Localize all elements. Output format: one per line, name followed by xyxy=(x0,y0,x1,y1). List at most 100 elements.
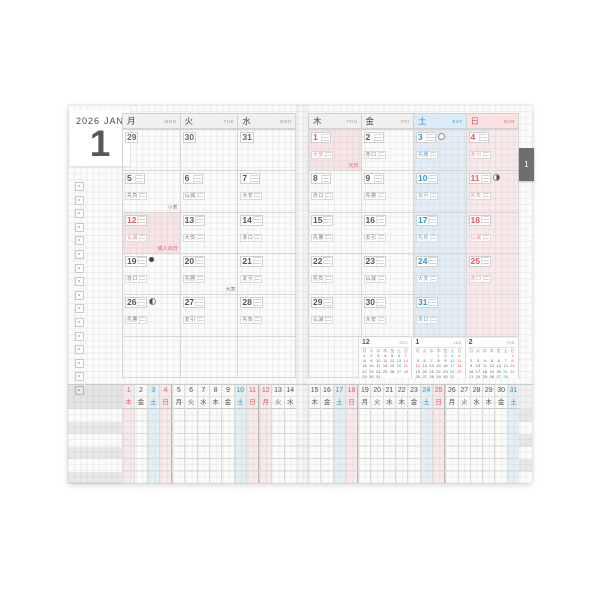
date-strip-column: 26 月 xyxy=(445,385,458,484)
rokuyo-box: 大安 xyxy=(182,233,205,242)
date-cell-topline: 13 xyxy=(182,214,238,226)
mini-date-number: 23 xyxy=(468,373,474,378)
strip-date-number: 1 xyxy=(123,385,135,397)
tracker-column-cells xyxy=(384,409,395,484)
mini-date-number: 14 xyxy=(403,358,409,364)
mini-date-number: 3 xyxy=(476,358,480,364)
date-number: 19 xyxy=(127,255,137,266)
date-strip-column: 24 土 xyxy=(419,385,432,484)
date-number-box: 30 xyxy=(182,132,197,143)
strip-date-number: 5 xyxy=(173,385,185,397)
mini-weekday-label: 金 xyxy=(496,348,501,353)
checkbox-square xyxy=(75,290,84,300)
checkbox-square xyxy=(75,385,84,395)
date-number: 6 xyxy=(184,173,190,184)
calendar-week-row: 19 赤口 xyxy=(123,253,297,296)
weekday-kanji: 日 xyxy=(470,116,480,126)
tracker-label-row xyxy=(68,446,122,459)
date-strip-column: 15 木 xyxy=(308,385,321,484)
date-number: 28 xyxy=(242,297,252,308)
strip-date-number: 18 xyxy=(345,385,358,397)
date-number-box: 22 xyxy=(311,255,334,267)
tracker-column-cells xyxy=(359,409,370,484)
date-cell: 31 赤口 xyxy=(414,295,467,337)
date-number-box: 11 xyxy=(468,173,491,185)
mini-date-number: 8 xyxy=(363,358,366,364)
date-number-box: 2 xyxy=(363,132,384,143)
mini-weekday-label: 土 xyxy=(503,348,508,353)
weekday-header-cell: 日 SUN xyxy=(465,113,519,129)
calendar-grid-right: 1 大安 元日 xyxy=(308,129,519,378)
date-cell: 6 仏滅 xyxy=(180,171,239,213)
mini-weekday-label: 日 xyxy=(403,348,408,353)
checkbox-square xyxy=(75,331,84,341)
rokuyo-label: 赤口 xyxy=(242,234,254,241)
checkbox-square xyxy=(75,372,84,382)
mini-month-header: 2 FEB xyxy=(467,339,516,348)
mini-month-number: 12 xyxy=(362,339,370,346)
date-strip-column: 4 日 xyxy=(158,385,173,484)
mini-weekday-label: 火 xyxy=(422,348,427,353)
date-strip-column: 13 火 xyxy=(271,385,284,484)
tracker-column-cells xyxy=(433,409,444,484)
strip-weekday-kanji: 土 xyxy=(420,397,432,409)
date-strip-left: 1 木 2 金 3 土 4 日 xyxy=(122,385,296,484)
sun-times-micro-box xyxy=(480,216,489,225)
date-number-box: 31 xyxy=(416,297,439,309)
date-cell-topline: 29 xyxy=(311,297,361,309)
date-number: 9 xyxy=(365,173,371,184)
mini-date-number: 2 xyxy=(469,358,473,364)
mini-date-number: 2 xyxy=(370,353,373,358)
strip-weekday-kanji: 水 xyxy=(470,397,483,409)
strip-date-number: 23 xyxy=(408,385,420,397)
date-cell-topline: 15 xyxy=(311,214,361,226)
date-cell: 31 xyxy=(238,130,297,172)
date-number: 12 xyxy=(127,214,137,225)
date-number: 25 xyxy=(470,255,480,266)
mini-date-number: 13 xyxy=(396,358,402,364)
date-cell-topline: 23 xyxy=(363,255,414,267)
rokuyo-label: 仏滅 xyxy=(184,193,196,200)
rokuyo-box: 赤口 xyxy=(240,233,263,242)
mini-month-calendar: 12 DEC 月火水木金土日 1 2 3 4 5 6 7 8 9 10 11 12 13 14 15 16 17… xyxy=(358,338,412,378)
mini-date-number: 1 xyxy=(363,353,366,358)
mini-date-number: 28 xyxy=(503,373,508,378)
mini-date-number: 11 xyxy=(482,363,487,369)
rokuyo-label: 赤口 xyxy=(127,275,139,282)
mini-date-number: 19 xyxy=(489,368,495,374)
mini-date-number: 17 xyxy=(376,363,381,369)
date-number-box: 29 xyxy=(311,297,334,309)
weekday-header-right: 木 THU 金 FRI 土 SAT 日 SUN xyxy=(308,113,519,129)
date-cell-topline: 8 xyxy=(311,173,361,185)
date-number: 31 xyxy=(418,297,428,308)
strip-weekday-kanji: 火 xyxy=(371,397,383,409)
rokuyo-label: 友引 xyxy=(184,317,196,324)
date-strip-column: 2 金 xyxy=(134,385,147,484)
date-strip-column: 27 火 xyxy=(457,385,470,484)
weekday-header-cell: 木 THU xyxy=(308,113,361,129)
rokuyo-box: 友引 xyxy=(363,233,386,242)
sun-times-micro-box xyxy=(323,298,332,307)
mini-weekday-label: 月 xyxy=(469,348,474,353)
tracker-column-cells xyxy=(508,409,519,484)
mini-date-number: 10 xyxy=(376,358,381,364)
date-strip-column: 23 金 xyxy=(407,385,420,484)
mini-date-number: 18 xyxy=(456,363,462,369)
date-number-box: 10 xyxy=(416,173,439,185)
date-cell xyxy=(238,336,297,378)
mini-date-number: 18 xyxy=(382,363,388,369)
rokuyo-box: 仏滅 xyxy=(468,233,491,242)
date-number-box: 14 xyxy=(240,214,263,226)
date-cell xyxy=(466,295,519,337)
tracker-column-cells xyxy=(272,409,283,484)
month-abbr-label: JAN xyxy=(104,116,125,126)
date-strip-column: 18 日 xyxy=(344,385,359,484)
date-number-box: 17 xyxy=(416,214,439,226)
mini-date-number: 9 xyxy=(469,363,473,369)
date-cell-topline: 10 xyxy=(416,173,466,185)
sun-times-micro-box xyxy=(428,216,437,225)
moon-age-micro-box xyxy=(325,275,332,282)
mini-date-number: 26 xyxy=(489,373,495,378)
strip-date-number: 16 xyxy=(321,385,333,397)
date-cell-topline: 24 xyxy=(416,255,466,267)
